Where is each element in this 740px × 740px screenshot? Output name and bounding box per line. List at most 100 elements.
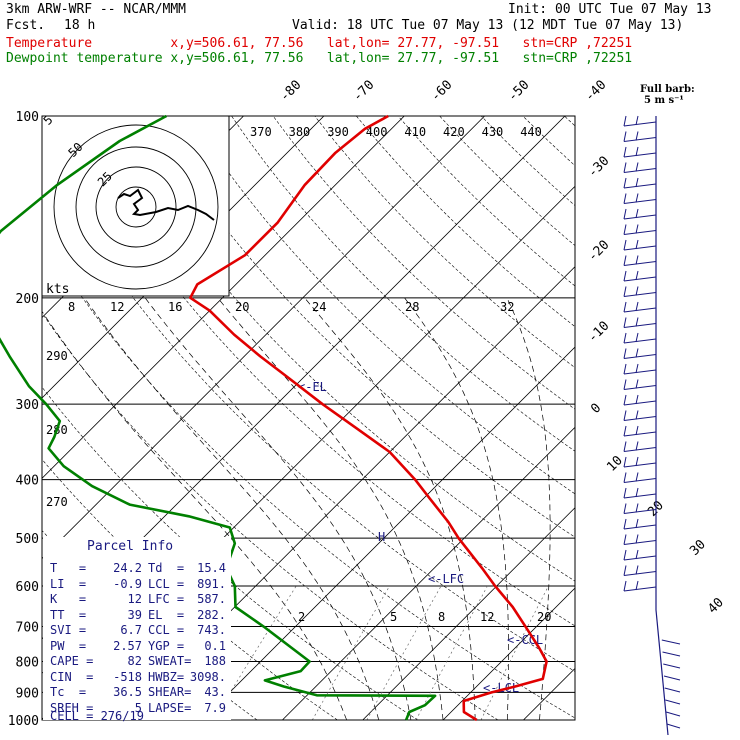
moist-adiabat-label: 28 — [405, 300, 419, 314]
parcel-value: 12 — [127, 592, 142, 606]
parcel-label: Td = — [148, 561, 185, 575]
isotherm-label: -60 — [428, 78, 455, 105]
wind-barb — [623, 224, 657, 235]
parcel-value: 0.1 — [204, 638, 226, 653]
wind-barb — [623, 534, 657, 545]
parcel-info-panel: Parcel Info T = 24.2 Td = 15.4 LI = -0.9 LCL =… — [43, 537, 231, 723]
isotherm-label: -10 — [585, 319, 612, 346]
wind-barbs — [623, 115, 681, 736]
pressure-label: 300 — [16, 398, 39, 413]
isotherm-label: -50 — [505, 78, 532, 105]
parcel-row: Tc = 36.5 SHEAR= 43. — [50, 685, 228, 701]
pressure-label: 100 — [16, 110, 39, 125]
isotherm-label: -30 — [585, 154, 612, 181]
parcel-label: SHEAR= — [148, 685, 192, 699]
parcel-row: K = 12 LFC = 587. — [50, 592, 228, 608]
annotation-h: H — [378, 530, 385, 544]
isotherm-label: -80 — [277, 78, 304, 105]
wind-barb — [623, 379, 657, 390]
dry-adiabat-label: 420 — [443, 125, 465, 139]
parcel-row: CAPE = 82 SWEAT= 188 — [50, 654, 228, 670]
parcel-value: 7.9 — [204, 700, 226, 715]
forecast-label: Fcst. — [6, 18, 46, 33]
mixing-ratio-line — [480, 585, 549, 720]
dry-adiabat — [522, 116, 575, 167]
wind-barb — [623, 193, 657, 204]
wind-barb — [623, 503, 657, 514]
init-time: Init: 00 UTC Tue 07 May 13 — [508, 2, 712, 17]
pressure-label: 200 — [16, 292, 39, 307]
parcel-row: LI = -0.9 LCL = 891. — [50, 577, 228, 593]
annotation-ccl: <-CCL — [507, 633, 543, 647]
moist-adiabat — [304, 297, 476, 720]
parcel-value: 587. — [197, 592, 226, 606]
wind-barb — [623, 270, 657, 282]
parcel-label: LAPSE= — [148, 700, 192, 715]
parcel-value: 188 — [204, 654, 226, 668]
parcel-label: CIN = — [50, 669, 94, 684]
wind-barb — [623, 162, 657, 173]
wind-barb — [623, 410, 657, 421]
isotherm-label: 30 — [687, 537, 709, 559]
parcel-value: 24.2 — [113, 561, 142, 575]
isotherm-line — [201, 346, 575, 720]
moist-adiabat-label: 16 — [168, 300, 182, 314]
pressure-label: 900 — [16, 686, 39, 701]
hodograph-ring — [75, 146, 197, 268]
barb-legend-units: 5 m s⁻¹ — [644, 95, 684, 106]
pressure-label: 400 — [16, 474, 39, 489]
dry-adiabat-label: 410 — [404, 125, 426, 139]
parcel-label: YGP = — [148, 638, 185, 653]
temperature-curve — [189, 114, 548, 722]
wind-barb — [661, 639, 681, 645]
moist-adiabat — [404, 297, 509, 720]
moist-adiabat-label: 12 — [110, 300, 124, 314]
dry-adiabat — [314, 116, 575, 369]
dry-adiabat-label: 370 — [250, 125, 272, 139]
dry-adiabat — [356, 116, 575, 328]
wind-barb — [663, 675, 681, 681]
wind-barb — [623, 472, 657, 483]
moist-adiabat-label: 20 — [235, 300, 249, 314]
parcel-value: 6.7 — [120, 623, 142, 637]
parcel-row: PW = 2.57 YGP = 0.1 — [50, 639, 228, 655]
isotherm-line — [282, 426, 575, 720]
moist-adiabat — [144, 297, 412, 720]
parcel-label: EL = — [148, 607, 185, 622]
hodograph: 5 50 25 kts — [41, 113, 230, 297]
isotherm-label: -70 — [350, 78, 377, 105]
model-title: 3km ARW-WRF -- NCAR/MMM — [6, 2, 187, 17]
parcel-value: 43. — [204, 685, 226, 699]
isotherm-line — [362, 507, 575, 720]
wind-barb — [623, 549, 657, 561]
isotherm-label: -40 — [582, 78, 609, 105]
moist-adiabat — [506, 297, 551, 720]
parcel-value: 743. — [197, 623, 226, 637]
parcel-label: SWEAT= — [148, 654, 192, 668]
isotherm-line — [684, 116, 740, 720]
wind-barb — [623, 255, 657, 266]
parcel-cell: CELL = 276/19 — [50, 709, 144, 723]
wind-barb — [623, 363, 657, 375]
parcel-row: CIN = -518 HWBZ= 3098. — [50, 670, 228, 686]
dry-adiabat-label: 430 — [482, 125, 504, 139]
dry-adiabat — [42, 153, 575, 672]
pressure-label: 600 — [16, 580, 39, 595]
parcel-value: 282. — [197, 607, 226, 622]
wind-barb — [665, 711, 681, 717]
parcel-value: 82 — [127, 654, 142, 668]
wind-barb — [623, 208, 657, 220]
isotherm-line — [42, 116, 405, 479]
parcel-label: Tc = — [50, 685, 87, 699]
mixing-ratio-label: 12 — [480, 610, 494, 624]
isotherm-label: 10 — [604, 453, 626, 475]
dry-adiabat — [480, 116, 575, 206]
dry-adiabat-label: 390 — [327, 125, 349, 139]
forecast-hours: 18 h — [64, 18, 96, 33]
plot-frame — [41, 115, 576, 721]
parcel-value: 15.4 — [197, 561, 226, 575]
moist-adiabat-label: 32 — [500, 300, 514, 314]
mixing-ratio-label: 8 — [438, 610, 445, 624]
wind-barb — [623, 441, 657, 452]
temperature-legend: Temperature x,y=506.61, 77.56 lat,lon= 2… — [6, 36, 633, 51]
